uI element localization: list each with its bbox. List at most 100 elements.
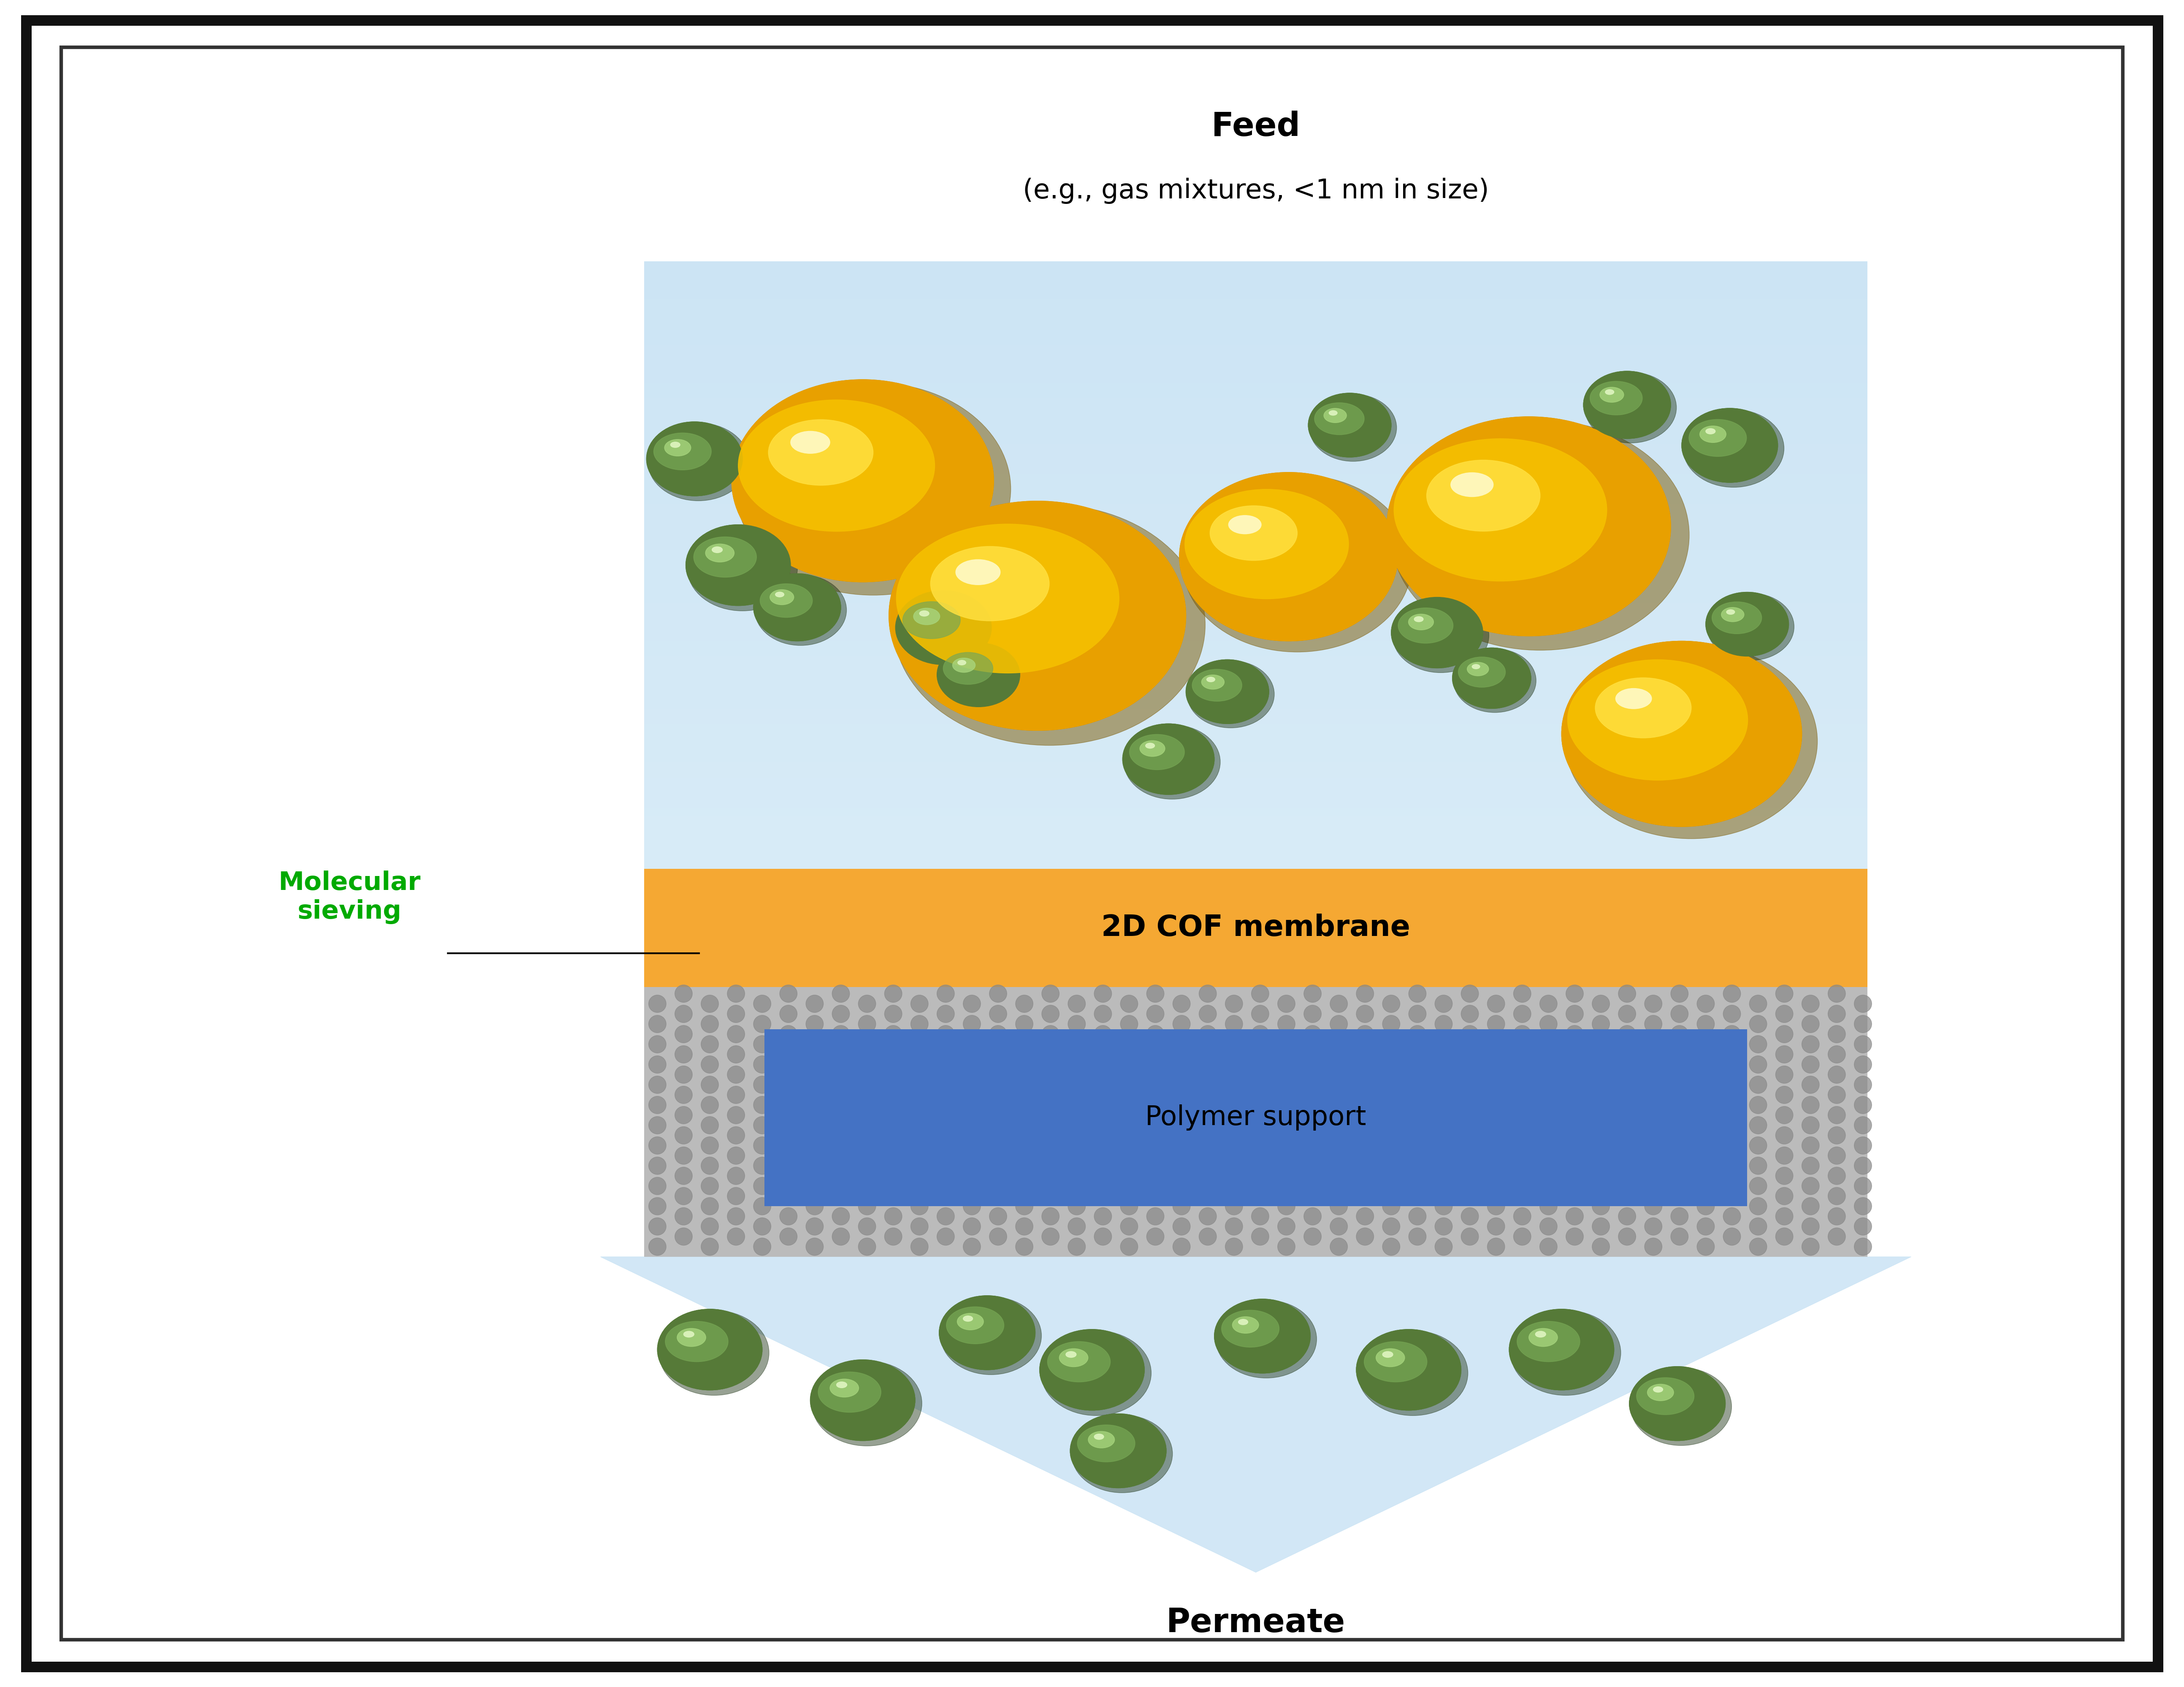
Circle shape	[911, 1157, 928, 1174]
Circle shape	[780, 1005, 797, 1022]
Circle shape	[1618, 1228, 1636, 1245]
Bar	[644, 717, 1867, 725]
Circle shape	[701, 995, 719, 1012]
Circle shape	[1304, 1005, 1321, 1022]
Circle shape	[649, 1117, 666, 1134]
Circle shape	[1540, 1117, 1557, 1134]
Circle shape	[1409, 1228, 1426, 1245]
Circle shape	[1487, 1117, 1505, 1134]
Ellipse shape	[1682, 408, 1778, 482]
Circle shape	[989, 1208, 1007, 1225]
Circle shape	[1042, 1167, 1059, 1184]
Circle shape	[1828, 1026, 1845, 1043]
Circle shape	[1042, 1127, 1059, 1144]
Circle shape	[1749, 1157, 1767, 1174]
Circle shape	[1461, 1046, 1479, 1063]
Circle shape	[1854, 995, 1872, 1012]
Circle shape	[1749, 995, 1767, 1012]
Circle shape	[858, 995, 876, 1012]
Ellipse shape	[1566, 644, 1817, 838]
Circle shape	[1435, 1056, 1452, 1073]
Circle shape	[649, 1056, 666, 1073]
Bar	[644, 665, 1867, 671]
Circle shape	[858, 1198, 876, 1215]
Circle shape	[1723, 985, 1741, 1002]
Circle shape	[1828, 1208, 1845, 1225]
Ellipse shape	[760, 584, 812, 617]
Circle shape	[1566, 1046, 1583, 1063]
Circle shape	[1854, 1016, 1872, 1032]
Circle shape	[1409, 1127, 1426, 1144]
Circle shape	[1514, 1005, 1531, 1022]
Ellipse shape	[646, 422, 743, 496]
Bar	[644, 580, 1867, 589]
Circle shape	[1251, 1026, 1269, 1043]
Ellipse shape	[919, 611, 928, 616]
Bar	[644, 604, 1867, 611]
Circle shape	[832, 1208, 850, 1225]
Ellipse shape	[738, 400, 935, 531]
Ellipse shape	[1376, 1348, 1404, 1366]
Circle shape	[989, 985, 1007, 1002]
Circle shape	[1068, 1137, 1085, 1154]
Circle shape	[1749, 1137, 1767, 1154]
Ellipse shape	[1706, 428, 1714, 434]
Circle shape	[1645, 1097, 1662, 1113]
Circle shape	[937, 1026, 954, 1043]
Ellipse shape	[895, 590, 992, 665]
Ellipse shape	[712, 547, 723, 553]
Circle shape	[1251, 985, 1269, 1002]
Bar	[644, 687, 1867, 695]
Circle shape	[963, 995, 981, 1012]
Circle shape	[1094, 1005, 1112, 1022]
Ellipse shape	[753, 574, 841, 641]
Circle shape	[911, 1117, 928, 1134]
Circle shape	[753, 1056, 771, 1073]
Circle shape	[1514, 1107, 1531, 1124]
Circle shape	[1225, 1016, 1243, 1032]
Circle shape	[727, 1026, 745, 1043]
Circle shape	[1461, 1127, 1479, 1144]
Ellipse shape	[1568, 660, 1747, 781]
Circle shape	[1514, 1208, 1531, 1225]
Bar	[644, 474, 1867, 482]
Circle shape	[1671, 1127, 1688, 1144]
Bar	[644, 641, 1867, 649]
Circle shape	[1068, 1178, 1085, 1194]
Circle shape	[1487, 1036, 1505, 1053]
Circle shape	[1356, 1147, 1374, 1164]
Ellipse shape	[1214, 1299, 1310, 1373]
Circle shape	[1487, 1157, 1505, 1174]
Circle shape	[806, 1137, 823, 1154]
Circle shape	[911, 1097, 928, 1113]
Circle shape	[1147, 1005, 1164, 1022]
Ellipse shape	[1452, 648, 1531, 709]
Circle shape	[1382, 1238, 1400, 1255]
Ellipse shape	[1393, 439, 1607, 582]
Circle shape	[1618, 1127, 1636, 1144]
Circle shape	[1461, 1167, 1479, 1184]
Bar	[764, 1029, 1747, 1206]
Bar	[644, 277, 1867, 285]
Circle shape	[1304, 985, 1321, 1002]
Circle shape	[1251, 1167, 1269, 1184]
Circle shape	[1487, 1238, 1505, 1255]
Circle shape	[1278, 1076, 1295, 1093]
Bar	[644, 808, 1867, 817]
Circle shape	[727, 1167, 745, 1184]
Circle shape	[1251, 1188, 1269, 1205]
Ellipse shape	[1629, 1366, 1725, 1441]
Circle shape	[1356, 1026, 1374, 1043]
Circle shape	[1173, 1076, 1190, 1093]
Circle shape	[911, 1178, 928, 1194]
Circle shape	[937, 1147, 954, 1164]
Circle shape	[1802, 1198, 1819, 1215]
Circle shape	[1723, 1127, 1741, 1144]
Circle shape	[1645, 1117, 1662, 1134]
Circle shape	[832, 985, 850, 1002]
Circle shape	[675, 1127, 692, 1144]
Circle shape	[701, 1056, 719, 1073]
Circle shape	[858, 1178, 876, 1194]
Circle shape	[1723, 1188, 1741, 1205]
Circle shape	[1304, 1167, 1321, 1184]
